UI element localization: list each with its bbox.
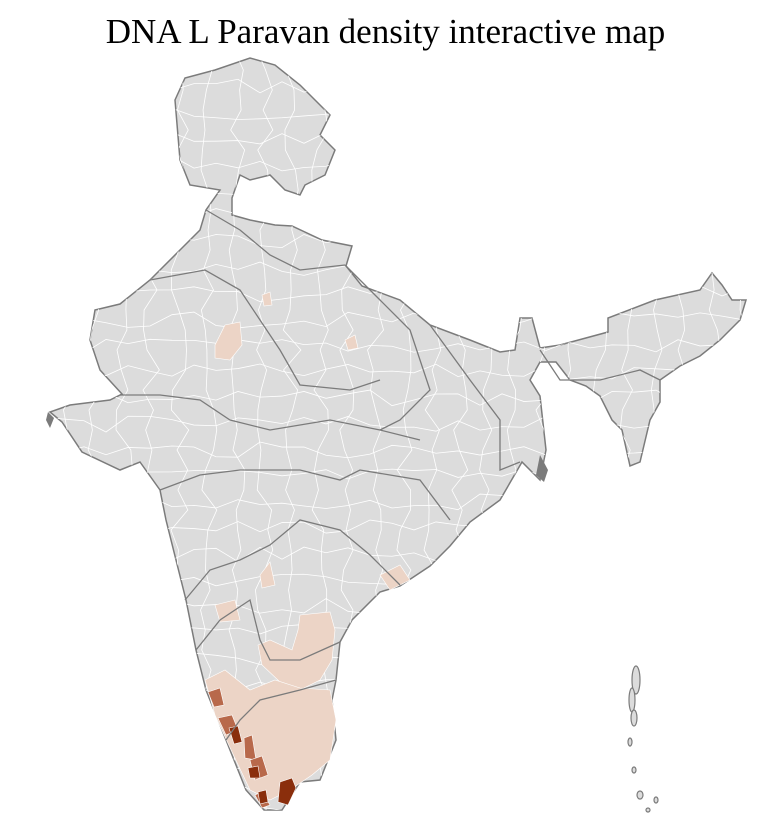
- district-border: [674, 58, 694, 810]
- district-border: [50, 753, 745, 770]
- district-low-density[interactable]: [261, 291, 273, 307]
- district-low-density[interactable]: [379, 564, 411, 591]
- district-border: [50, 234, 745, 250]
- island: [636, 790, 644, 800]
- district-border: [50, 701, 745, 719]
- district-border: [50, 415, 745, 433]
- district-border: [50, 103, 745, 121]
- district-medium-density[interactable]: [207, 687, 225, 708]
- district-low-density[interactable]: [259, 561, 276, 589]
- island: [653, 796, 659, 804]
- state-border: [149, 269, 381, 391]
- state-border: [195, 598, 341, 661]
- shaded-districts[interactable]: [204, 291, 411, 809]
- district-border: [50, 260, 745, 276]
- island: [631, 766, 637, 774]
- map-title: DNA L Paravan density interactive map: [105, 12, 666, 51]
- district-border: [50, 389, 745, 407]
- state-border: [429, 324, 521, 471]
- sundarbans-delta: [536, 455, 548, 482]
- island: [631, 665, 641, 695]
- district-border: [31, 50, 49, 810]
- state-border: [184, 519, 401, 601]
- district-border: [50, 129, 745, 145]
- state-border: [120, 394, 421, 441]
- island: [645, 807, 651, 813]
- district-high-density[interactable]: [247, 765, 261, 779]
- island: [628, 687, 636, 713]
- district-border: [562, 58, 582, 810]
- district-high-density[interactable]: [257, 789, 269, 805]
- district-high-density[interactable]: [277, 777, 297, 806]
- islands: [46, 412, 659, 813]
- district-border: [50, 805, 745, 810]
- district-border: [590, 58, 610, 810]
- district-low-density[interactable]: [344, 334, 359, 351]
- district-border: [50, 597, 745, 615]
- island: [627, 737, 633, 747]
- district-border: [50, 624, 745, 641]
- district-border: [646, 58, 666, 810]
- district-border: [730, 58, 746, 810]
- district-border: [50, 182, 745, 199]
- district-border: [50, 155, 745, 172]
- district-border: [50, 78, 745, 95]
- island: [630, 709, 638, 727]
- district-border: [50, 649, 745, 666]
- state-border: [344, 264, 431, 431]
- district-low-density[interactable]: [214, 599, 241, 623]
- district-border: [50, 338, 745, 354]
- district-border: [702, 58, 721, 810]
- district-border: [50, 727, 745, 745]
- state-border: [205, 209, 346, 271]
- district-border: [50, 207, 745, 224]
- gujarat-coast-islets: [46, 412, 54, 428]
- district-low-density[interactable]: [214, 321, 243, 361]
- district-border: [50, 58, 745, 68]
- state-borders: [120, 209, 661, 741]
- district-low-density[interactable]: [204, 669, 337, 801]
- state-border: [159, 469, 451, 521]
- state-border: [539, 349, 661, 381]
- state-border: [225, 679, 337, 741]
- district-border: [255, 58, 274, 810]
